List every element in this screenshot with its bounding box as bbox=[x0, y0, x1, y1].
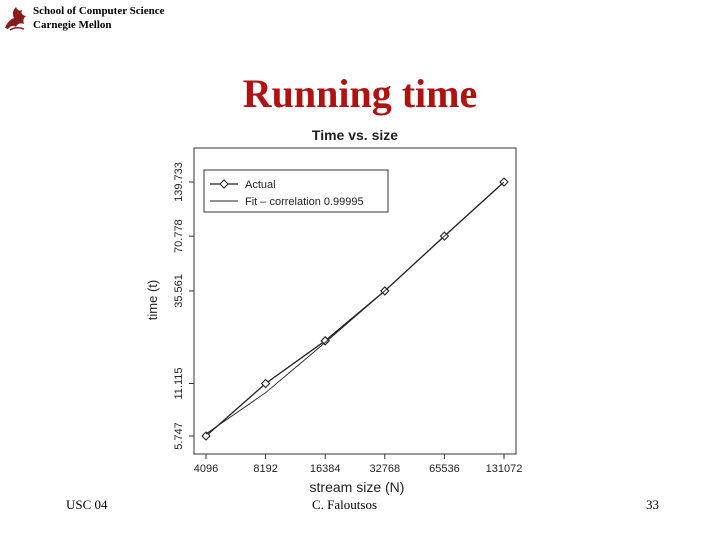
x-axis: 4096 8192 16384 32768 65536 131072 bbox=[194, 454, 523, 475]
slide-title: Running time bbox=[242, 71, 478, 116]
data-point-actual bbox=[260, 378, 271, 389]
x-tick-label: 16384 bbox=[310, 463, 341, 475]
footer-author: C. Faloutsos bbox=[312, 497, 378, 512]
footer-venue: USC 04 bbox=[66, 497, 108, 512]
x-tick-label: 131072 bbox=[486, 463, 523, 475]
legend: Actual Fit – correlation 0.99995 bbox=[203, 169, 389, 213]
series-layer bbox=[201, 177, 509, 441]
y-tick-label: 35.561 bbox=[173, 274, 185, 308]
y-tick-label: 139.733 bbox=[173, 162, 185, 202]
y-tick-label: 11.115 bbox=[173, 367, 185, 399]
y-axis: 5.747 11.115 35.561 70.778 139.733 bbox=[173, 162, 194, 450]
y-tick-label: 5.747 bbox=[173, 422, 185, 450]
legend-label-actual: Actual bbox=[245, 179, 276, 191]
x-tick-label: 32768 bbox=[370, 463, 401, 475]
legend-box bbox=[203, 169, 389, 213]
x-tick-label: 4096 bbox=[194, 463, 218, 475]
university-name: Carnegie Mellon bbox=[33, 19, 112, 31]
x-axis-label: stream size (N) bbox=[310, 479, 405, 495]
x-tick-label: 8192 bbox=[253, 463, 277, 475]
school-name: School of Computer Science bbox=[33, 5, 165, 17]
chart-title: Time vs. size bbox=[312, 127, 398, 143]
x-tick-label: 65536 bbox=[429, 463, 460, 475]
legend-diamond-icon bbox=[219, 179, 229, 189]
data-point-actual bbox=[320, 336, 330, 346]
series-line-actual bbox=[205, 181, 505, 437]
series-line-fit bbox=[205, 181, 505, 435]
y-tick-label: 70.778 bbox=[173, 219, 185, 253]
cmu-dragon-logo-icon bbox=[5, 7, 26, 31]
plot-frame bbox=[193, 147, 517, 455]
y-axis-label: time (t) bbox=[145, 280, 160, 320]
legend-label-fit: Fit – correlation 0.99995 bbox=[245, 196, 364, 208]
page-number: 33 bbox=[646, 497, 659, 512]
data-point-actual bbox=[201, 431, 211, 441]
time-vs-size-chart: Time vs. size 5.747 11.115 35.561 70.778 139… bbox=[145, 127, 523, 495]
